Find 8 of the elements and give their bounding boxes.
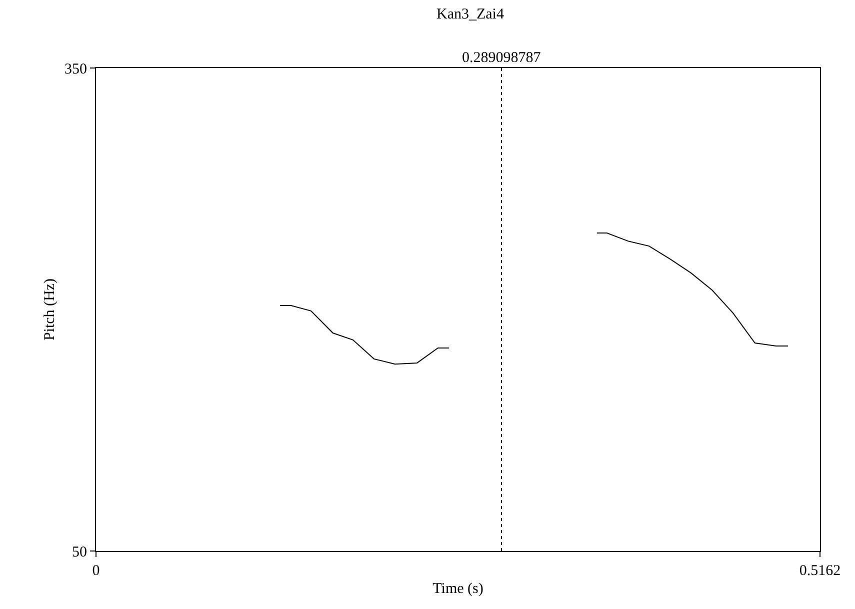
y-axis-title: Pitch (Hz) [42, 278, 58, 341]
y-tick-label: 50 [72, 544, 87, 560]
x-tick-label: 0.5162 [799, 563, 841, 579]
ref-line-label: 0.289098787 [462, 50, 542, 66]
y-tick-label: 350 [64, 61, 87, 78]
chart-title: Kan3_Zai4 [436, 6, 504, 22]
x-tick-label: 0 [92, 563, 100, 579]
x-axis-title: Time (s) [432, 581, 484, 597]
